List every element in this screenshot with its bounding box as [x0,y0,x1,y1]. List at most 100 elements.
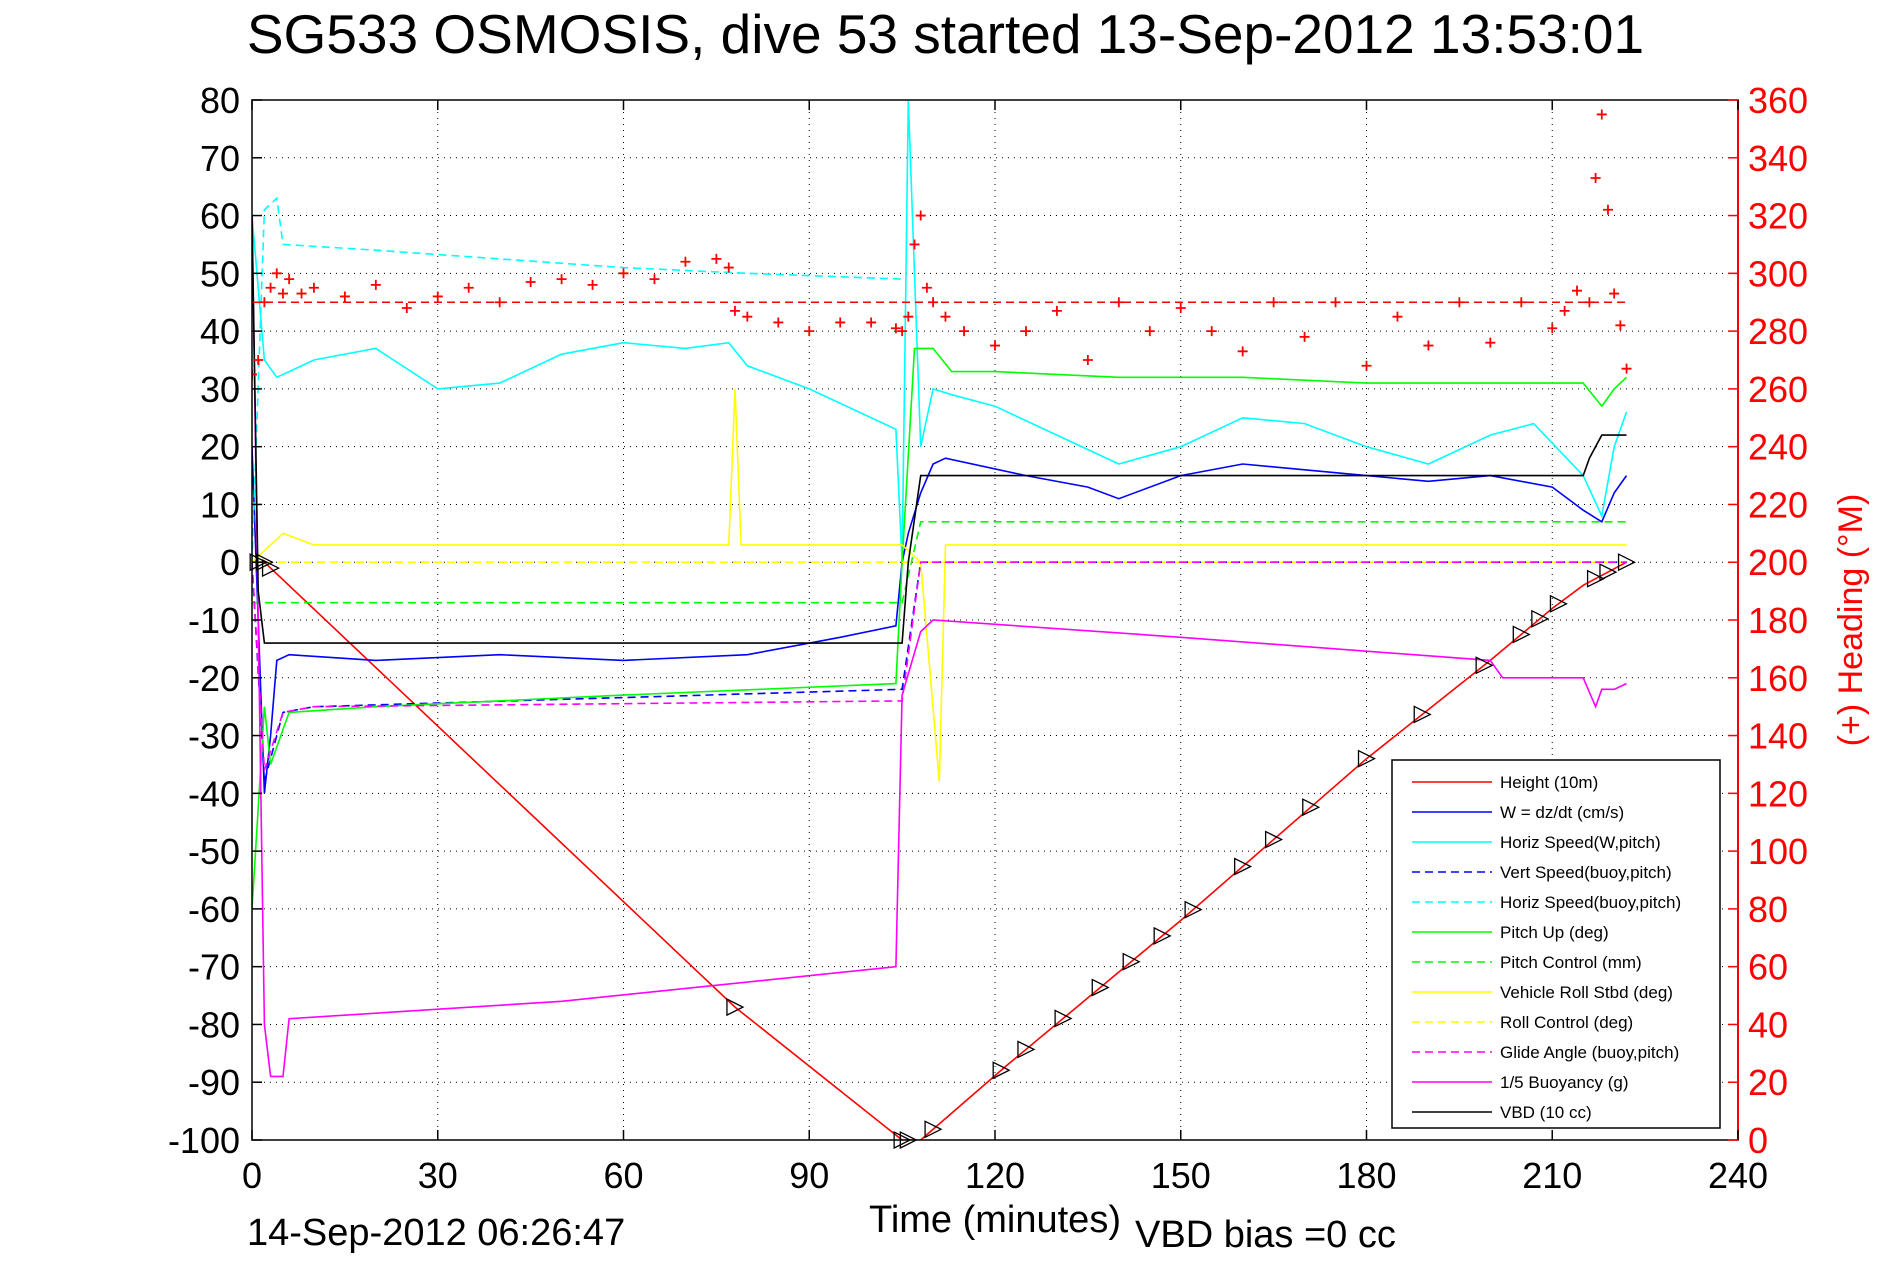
y-right-tick-label: 360 [1748,80,1808,121]
series-line-3 [252,561,1627,783]
waypoint-marker [1264,830,1284,849]
y-right-tick-label: 200 [1748,542,1808,583]
legend: Height (10m) W = dz/dt (cm/s) Horiz Speed(… [1391,759,1721,1129]
waypoint-marker [1122,952,1141,971]
heading-point [723,262,734,273]
x-tick-label: 240 [1708,1155,1768,1196]
heading-point [587,279,598,290]
legend-box [1391,759,1721,1129]
y-tick-label: -30 [188,716,240,757]
heading-point [959,326,970,337]
series-line-6 [252,520,1627,604]
waypoint-marker [726,998,745,1017]
waypoint-marker [1153,926,1172,945]
heading-point [866,317,877,328]
series-line-10 [252,215,1627,1078]
heading-point [1572,285,1583,296]
heading-point [370,279,381,290]
heading-point [1113,297,1124,308]
y-tick-label: 20 [200,427,240,468]
heading-point [903,311,914,322]
heading-point [1485,337,1496,348]
heading-point [1082,355,1093,365]
heading-point [284,274,295,285]
x-axis-label: Time (minutes) [869,1199,1121,1241]
heading-point [909,239,920,250]
chart-title: SG533 OSMOSIS, dive 53 started 13-Sep-20… [246,3,1645,65]
heading-point [1268,297,1279,308]
y-right-tick-labels: 3603403203002802602402202001801601401201… [1748,80,1808,1161]
y-right-tick-label: 240 [1748,427,1808,468]
waypoint-marker [1302,798,1321,817]
heading-point [1051,305,1062,316]
waypoint-marker [1512,625,1531,644]
heading-point [277,288,288,299]
y-right-tick-label: 60 [1748,947,1788,988]
y-right-tick-label: 340 [1748,138,1808,179]
heading-series [252,109,1632,380]
waypoint-marker [1184,900,1203,919]
heading-point [1020,326,1031,337]
heading-point [915,210,926,221]
heading-point [1299,331,1310,342]
y-right-tick-label: 0 [1748,1120,1768,1161]
y-right-tick-label: 180 [1748,600,1808,641]
heading-point [265,282,276,293]
y-tick-label: -90 [188,1062,240,1103]
y-tick-label: 10 [200,484,240,525]
waypoint-marker [1549,594,1568,613]
heading-point [1559,305,1570,316]
x-tick-label: 0 [242,1155,262,1196]
series-line-0 [252,561,1627,1140]
heading-point [890,323,901,334]
x-tick-label: 90 [789,1155,829,1196]
y-tick-label: 40 [200,311,240,352]
heading-point [1609,288,1620,299]
y-right-tick-label: 20 [1748,1062,1788,1103]
heading-point [1516,297,1527,308]
heading-point [1596,109,1607,120]
x-tick-label: 120 [965,1155,1025,1196]
heading-point [680,256,691,267]
heading-point [1454,297,1465,308]
y-tick-label: -10 [188,600,240,641]
heading-point [271,268,282,279]
x-tick-label: 60 [603,1155,643,1196]
waypoint-marker [1054,1009,1073,1028]
x-tick-label: 150 [1151,1155,1211,1196]
heading-point [1590,173,1601,183]
legend-label: Pitch Up (deg) [1500,923,1609,942]
footer-date: 14-Sep-2012 06:26:47 [247,1212,626,1254]
waypoint-marker [992,1061,1011,1080]
heading-point [649,274,660,285]
x-tick-label: 210 [1522,1155,1582,1196]
legend-label: Vert Speed(buoy,pitch) [1500,863,1672,882]
y-tick-label: 50 [200,253,240,294]
heading-point [296,288,307,299]
heading-point [1621,363,1632,374]
y-right-tick-label: 220 [1748,484,1808,525]
y-tick-labels: 80 70 60 50 40 30 20 10 0 -10 -20 -30 -40 -50 -60 -70 -8… [168,80,240,1161]
waypoint-marker [1091,978,1110,997]
heading-point [711,253,722,264]
y-tick-label: -100 [168,1120,240,1161]
legend-label: Vehicle Roll Stbd (deg) [1500,983,1673,1002]
heading-point [1175,303,1186,313]
y-right-tick-label: 300 [1748,253,1808,294]
y-tick-label: 0 [220,542,240,583]
waypoint-marker [1475,656,1494,675]
y-right-tick-label: 280 [1748,311,1808,352]
ticks [251,99,1739,1141]
heading-point [339,291,350,302]
heading-point [742,311,753,322]
legend-label: Horiz Speed(W,pitch) [1500,833,1661,852]
heading-point [729,305,740,316]
heading-point [401,303,412,313]
heading-point [525,277,536,287]
heading-point [1206,326,1217,337]
heading-point [1584,297,1595,308]
heading-point [618,268,629,279]
heading-point [773,317,784,328]
y-right-tick-label: 80 [1748,889,1788,930]
